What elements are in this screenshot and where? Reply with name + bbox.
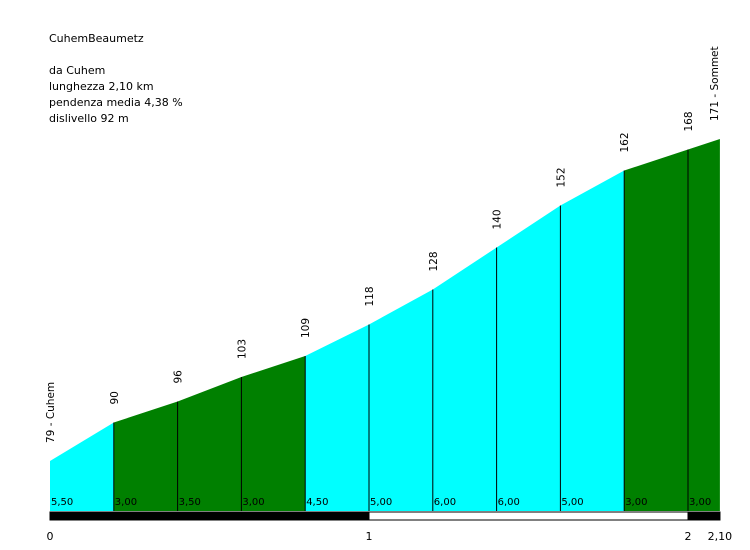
length-label: lunghezza 2,10 km	[49, 80, 154, 93]
profile-segment	[305, 324, 369, 511]
start-label: da Cuhem	[49, 64, 106, 77]
profile-segment	[432, 247, 497, 511]
segment-dividers	[113, 149, 689, 511]
profile-segment	[688, 139, 720, 511]
segment-grade-label: 5,50	[51, 497, 73, 508]
profile-segment	[177, 377, 242, 511]
km-bar-block	[368, 511, 689, 521]
km-tick-label: 2	[685, 530, 692, 543]
km-bar-block	[687, 511, 721, 521]
segment-grade-label: 3,00	[625, 497, 647, 508]
profile-segments	[50, 139, 720, 511]
segment-grade-label: 5,00	[370, 497, 392, 508]
profile-segment	[369, 289, 433, 511]
km-tick-label: 0	[47, 530, 54, 543]
km-tick-label: 2,10	[708, 530, 733, 543]
profile-info: CuhemBeaumetz da Cuhem lunghezza 2,10 km…	[49, 31, 183, 127]
segment-grade-label: 3,50	[179, 497, 201, 508]
elevation-label: 118	[364, 286, 376, 306]
profile-segment	[113, 401, 178, 511]
segment-grade-label: 6,00	[434, 497, 456, 508]
km-tick-label: 1	[366, 530, 373, 543]
elevation-label: 103	[236, 339, 248, 359]
segment-grade-label: 3,00	[242, 497, 264, 508]
profile-segment	[496, 205, 561, 511]
profile-segment	[50, 422, 114, 511]
elevation-label: 96	[173, 370, 185, 384]
km-tick-labels: 0 1 2 2,10	[47, 530, 733, 543]
avg-grade-label: pendenza media 4,38 %	[49, 96, 183, 109]
elevation-label: 79 - Cuhem	[45, 382, 57, 443]
elevation-labels: 79 - Cuhem 90 96 103 109 118 128 140 152 162 168 17…	[45, 46, 721, 443]
profile-segment	[624, 149, 688, 511]
elevation-label: 90	[109, 391, 121, 404]
segment-grade-label: 4,50	[306, 497, 328, 508]
elevation-label: 168	[683, 111, 695, 131]
elevation-label: 109	[300, 318, 312, 338]
segment-grade-label: 5,00	[561, 497, 583, 508]
elevation-label: 128	[428, 251, 440, 271]
segment-grade-label: 6,00	[498, 497, 520, 508]
elevation-label: 171 - Sommet	[709, 46, 721, 121]
segment-grade-label: 3,00	[689, 497, 711, 508]
elevation-label: 162	[619, 132, 631, 152]
segment-grade-label: 3,00	[115, 497, 137, 508]
elevation-label: 140	[492, 209, 504, 229]
elevation-gain-label: dislivello 92 m	[49, 112, 129, 125]
grade-labels: 5,50 3,00 3,50 3,00 4,50 5,00 6,00 6,00 5,00 3,00…	[51, 497, 711, 508]
km-scale-bar	[49, 511, 721, 521]
km-bar-block	[49, 511, 370, 521]
profile-title: CuhemBeaumetz	[49, 32, 144, 45]
elevation-label: 152	[555, 167, 567, 187]
profile-segment	[241, 356, 306, 511]
profile-segment	[560, 170, 625, 511]
